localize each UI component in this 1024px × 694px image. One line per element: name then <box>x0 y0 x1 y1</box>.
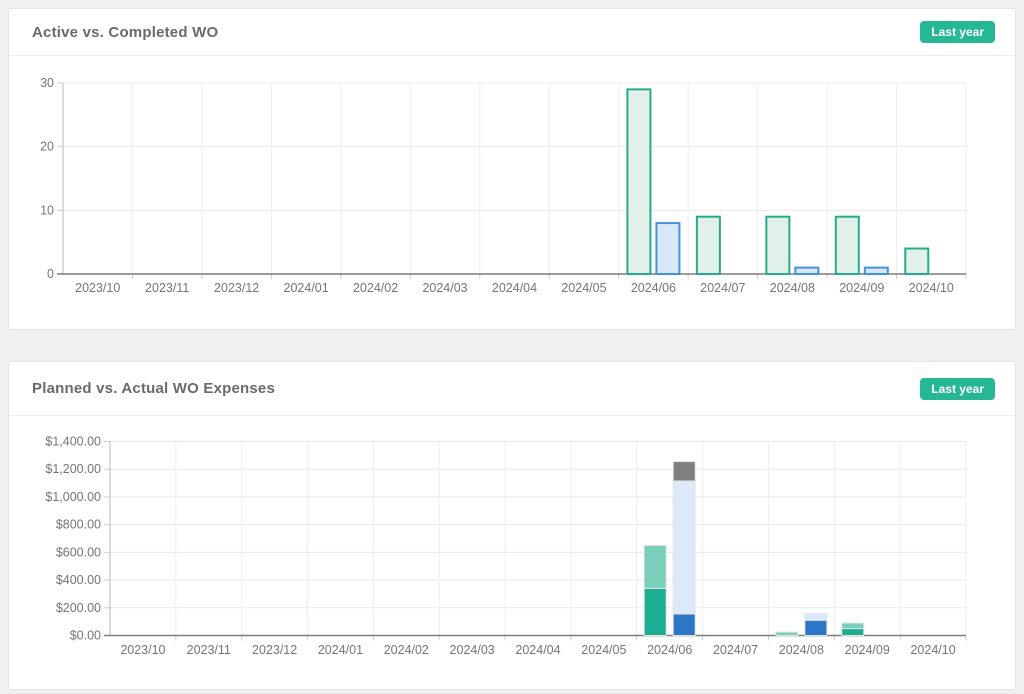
svg-text:2024/09: 2024/09 <box>839 281 884 295</box>
planned-vs-actual-chart[interactable]: $0.00 $200.00 $400.00 $600.00 $800.00 $1,000.… <box>9 416 1016 689</box>
svg-text:$0.00: $0.00 <box>70 629 101 643</box>
last-year-filter-badge[interactable]: Last year <box>920 21 995 43</box>
planned-vs-actual-panel: Planned vs. Actual WO Expenses Last year… <box>8 361 1016 690</box>
svg-text:2024/05: 2024/05 <box>581 643 626 657</box>
panel-header: Active vs. Completed WO Last year <box>9 9 1015 56</box>
svg-text:20: 20 <box>40 140 54 154</box>
svg-text:0: 0 <box>47 267 54 281</box>
page-title: Planned vs. Actual WO Expenses <box>32 380 276 397</box>
svg-text:2024/06: 2024/06 <box>631 281 676 295</box>
svg-text:$1,000.00: $1,000.00 <box>45 490 101 504</box>
svg-text:2024/03: 2024/03 <box>422 281 467 295</box>
svg-text:2023/10: 2023/10 <box>75 281 120 295</box>
svg-text:2024/06: 2024/06 <box>647 643 692 657</box>
page-title: Active vs. Completed WO <box>32 23 219 41</box>
svg-text:2024/03: 2024/03 <box>450 643 495 657</box>
active-vs-completed-chart-body: 0 10 20 30 2023/10 2023/11 2023/12 2024/01 2024/… <box>9 56 1016 329</box>
panel-header: Planned vs. Actual WO Expenses Last year <box>9 362 1015 416</box>
svg-text:10: 10 <box>40 203 54 217</box>
planned-vs-actual-chart-body: $0.00 $200.00 $400.00 $600.00 $800.00 $1,000.… <box>9 416 1016 689</box>
svg-text:2024/08: 2024/08 <box>779 643 824 657</box>
svg-text:2024/07: 2024/07 <box>713 643 758 657</box>
svg-text:2024/04: 2024/04 <box>515 643 560 657</box>
svg-text:2024/07: 2024/07 <box>700 281 745 295</box>
svg-text:$200.00: $200.00 <box>56 601 101 615</box>
svg-text:2024/05: 2024/05 <box>561 281 606 295</box>
svg-text:30: 30 <box>40 76 54 90</box>
svg-text:2023/10: 2023/10 <box>120 643 165 657</box>
active-vs-completed-chart[interactable]: 0 10 20 30 2023/10 2023/11 2023/12 2024/01 2024/… <box>9 56 1016 329</box>
svg-text:2024/02: 2024/02 <box>353 281 398 295</box>
svg-text:2024/08: 2024/08 <box>770 281 815 295</box>
svg-text:$400.00: $400.00 <box>56 573 101 587</box>
svg-text:$1,400.00: $1,400.00 <box>45 435 101 449</box>
svg-text:2023/12: 2023/12 <box>214 281 259 295</box>
svg-text:2024/10: 2024/10 <box>910 643 955 657</box>
svg-text:2023/11: 2023/11 <box>145 281 189 295</box>
last-year-filter-badge[interactable]: Last year <box>920 377 995 400</box>
svg-text:$1,200.00: $1,200.00 <box>45 462 101 476</box>
svg-text:$600.00: $600.00 <box>56 545 101 559</box>
svg-text:2024/01: 2024/01 <box>284 281 329 295</box>
svg-text:2024/02: 2024/02 <box>384 643 429 657</box>
active-vs-completed-panel: Active vs. Completed WO Last year 0 10 20 3… <box>8 8 1016 330</box>
svg-text:2024/04: 2024/04 <box>492 281 537 295</box>
svg-text:2023/12: 2023/12 <box>252 643 297 657</box>
svg-text:2024/01: 2024/01 <box>318 643 363 657</box>
svg-text:$800.00: $800.00 <box>56 518 101 532</box>
svg-text:2023/11: 2023/11 <box>187 643 231 657</box>
svg-text:2024/09: 2024/09 <box>845 643 890 657</box>
svg-text:2024/10: 2024/10 <box>909 281 954 295</box>
